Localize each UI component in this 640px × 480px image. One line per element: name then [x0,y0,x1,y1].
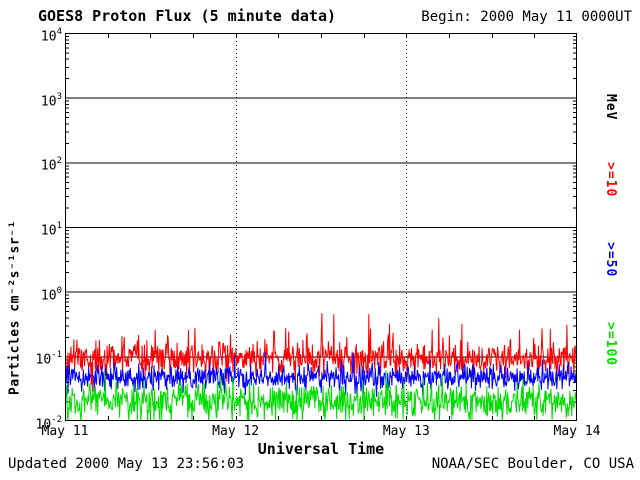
chart-title: GOES8 Proton Flux (5 minute data) [38,7,337,25]
right-axis-label-ge100: >=100 [603,322,618,367]
y-tick-label: 10-1 [14,348,63,367]
plot-area [65,33,577,421]
series-line--100-mev [65,370,577,421]
right-axis-label-ge10: >=10 [603,162,618,198]
plot-border [65,33,577,421]
y-tick-base: 10 [40,93,57,109]
y-tick-exponent: 2 [56,156,62,167]
series-line--10-mev [65,313,577,392]
y-tick-exponent: 4 [56,27,62,37]
x-tick-label: May 14 [553,424,601,439]
y-tick-label: 100 [14,284,62,303]
updated-timestamp: Updated 2000 May 13 23:56:03 [8,456,245,472]
right-axis-label-ge50: >=50 [603,242,618,278]
y-tick-base: 10 [40,158,57,174]
y-tick-label: 104 [14,25,62,45]
x-tick-label: May 12 [212,424,260,439]
y-tick-base: 10 [35,417,52,433]
y-tick-exponent: 3 [56,91,62,102]
y-tick-exponent: -2 [51,415,62,425]
y-axis-label: Particles cm⁻²s⁻¹sr⁻¹ [7,220,23,396]
y-tick-exponent: -1 [51,350,62,361]
y-tick-label: 101 [14,219,62,239]
x-tick-label: May 13 [382,424,430,439]
x-axis-label: Universal Time [257,440,385,458]
y-tick-exponent: 1 [56,221,62,231]
y-tick-label: 102 [14,154,62,173]
x-tick-label: May 11 [41,424,89,439]
y-tick-base: 10 [40,223,57,239]
series-line--50-mev [65,352,577,397]
y-tick-base: 10 [35,352,52,368]
y-tick-base: 10 [40,29,57,45]
y-tick-exponent: 0 [56,285,62,296]
credit: NOAA/SEC Boulder, CO USA [431,456,634,472]
y-tick-label: 103 [14,90,62,109]
begin-timestamp: Begin: 2000 May 11 0000UT [421,9,632,25]
y-tick-base: 10 [40,287,57,303]
y-tick-label: 10-2 [14,413,63,433]
right-axis-label-mev: MeV [603,94,618,121]
